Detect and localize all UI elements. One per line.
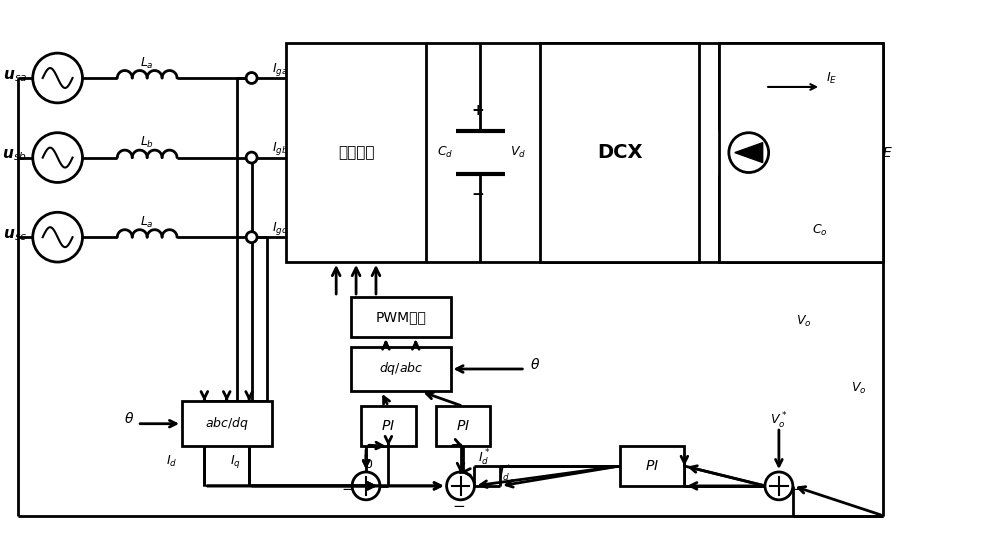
Text: 0: 0 [364, 457, 372, 470]
Text: $PI$: $PI$ [645, 459, 659, 473]
Text: $I_{gc}$: $I_{gc}$ [272, 220, 287, 237]
Text: $\boldsymbol{u}_{sc}$: $\boldsymbol{u}_{sc}$ [3, 227, 27, 243]
Text: $L_a$: $L_a$ [140, 55, 154, 70]
Text: $\theta$: $\theta$ [530, 357, 540, 371]
Circle shape [246, 73, 257, 83]
Bar [540, 43, 699, 262]
Text: $-$: $-$ [341, 480, 354, 495]
Text: $I_E$: $I_E$ [826, 70, 837, 86]
Text: $V_d$: $V_d$ [510, 145, 526, 160]
Circle shape [33, 212, 82, 262]
Polygon shape [735, 143, 763, 163]
Text: $L_b$: $L_b$ [140, 135, 154, 150]
Text: $I_d^*$: $I_d^*$ [478, 448, 491, 468]
Text: $\boldsymbol{u}_{sa}$: $\boldsymbol{u}_{sa}$ [3, 68, 27, 84]
Text: DCX: DCX [597, 143, 642, 162]
Text: $-$: $-$ [791, 480, 804, 495]
Text: +: + [471, 104, 484, 118]
Text: $C_d$: $C_d$ [437, 145, 454, 160]
Text: $I_{ga}$: $I_{ga}$ [272, 61, 288, 78]
Circle shape [33, 133, 82, 183]
Text: $V_o$: $V_o$ [796, 314, 812, 330]
Bar [182, 401, 272, 446]
Text: $E$: $E$ [882, 146, 892, 159]
Text: $\theta$: $\theta$ [124, 411, 134, 426]
Circle shape [352, 472, 380, 500]
Text: $C_o$: $C_o$ [812, 223, 828, 238]
Text: $I_{gb}$: $I_{gb}$ [272, 140, 288, 157]
Text: $abc/dq$: $abc/dq$ [205, 415, 249, 432]
Text: $V_o$: $V_o$ [851, 382, 866, 396]
Text: $I_d$: $I_d$ [166, 454, 177, 469]
Text: $-$: $-$ [452, 498, 465, 512]
Circle shape [447, 472, 474, 500]
Text: $V_o^*$: $V_o^*$ [770, 411, 788, 431]
Bar [351, 297, 451, 337]
Text: PWM调制: PWM调制 [375, 310, 426, 324]
Circle shape [729, 133, 769, 172]
Text: $\boldsymbol{u}_{sb}$: $\boldsymbol{u}_{sb}$ [2, 148, 27, 164]
Bar [620, 446, 684, 486]
Text: $PI$: $PI$ [381, 419, 395, 433]
Text: 三相全桥: 三相全桥 [338, 145, 374, 160]
Text: −: − [471, 187, 484, 202]
Bar [351, 347, 451, 391]
Text: $I_d^*$: $I_d^*$ [499, 464, 512, 484]
Circle shape [33, 53, 82, 103]
Text: $PI$: $PI$ [456, 419, 470, 433]
Text: $dq/abc$: $dq/abc$ [379, 360, 423, 377]
Bar [719, 43, 883, 262]
Bar [436, 406, 490, 446]
Text: $L_a$: $L_a$ [140, 215, 154, 230]
Bar [286, 43, 426, 262]
Circle shape [246, 152, 257, 163]
Text: $I_q$: $I_q$ [230, 453, 241, 469]
Circle shape [246, 231, 257, 243]
Bar [361, 406, 416, 446]
Circle shape [765, 472, 793, 500]
